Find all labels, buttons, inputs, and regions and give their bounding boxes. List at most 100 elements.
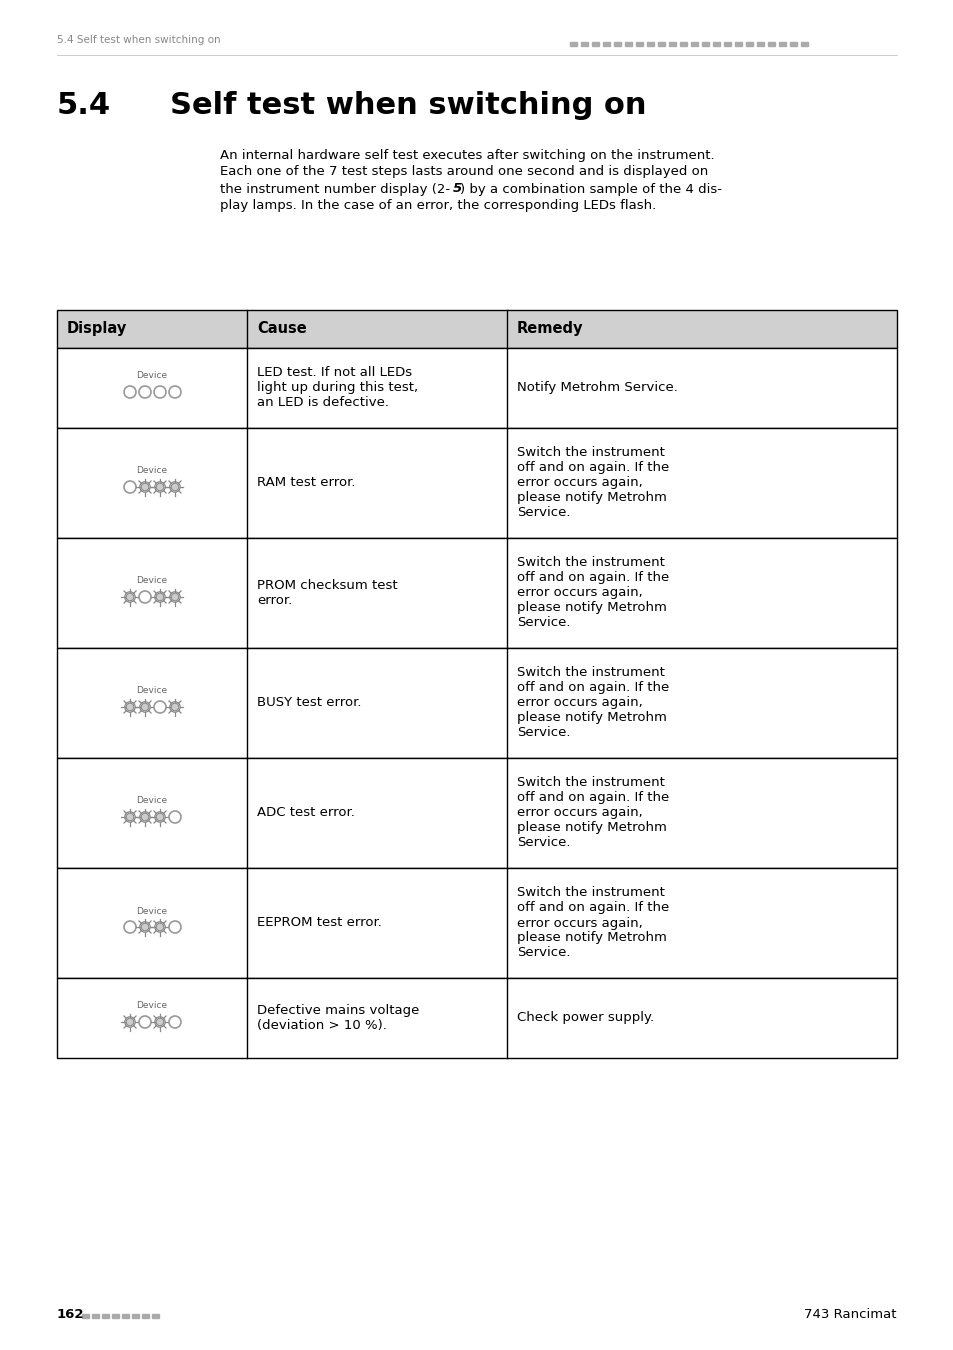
Circle shape (156, 593, 164, 601)
Text: LED test. If not all LEDs: LED test. If not all LEDs (256, 366, 412, 379)
Circle shape (171, 593, 178, 601)
Text: ) by a combination sample of the 4 dis-: ) by a combination sample of the 4 dis- (459, 182, 721, 196)
Bar (636, 42, 642, 46)
Bar (624, 42, 631, 46)
Bar (646, 42, 654, 46)
Bar (690, 42, 698, 46)
Text: Switch the instrument: Switch the instrument (517, 776, 664, 790)
Bar (57, 757, 896, 868)
Text: 5.4 Self test when switching on: 5.4 Self test when switching on (57, 35, 220, 45)
Circle shape (141, 923, 149, 930)
Bar (801, 42, 807, 46)
Text: RAM test error.: RAM test error. (256, 477, 355, 490)
Text: 5.4: 5.4 (57, 90, 111, 120)
Bar (614, 42, 620, 46)
Text: 5: 5 (453, 182, 462, 196)
Bar (57, 648, 896, 757)
Bar (102, 1314, 109, 1318)
Text: Display: Display (67, 321, 127, 336)
Text: Defective mains voltage: Defective mains voltage (256, 1004, 419, 1017)
Bar (789, 42, 796, 46)
Bar (57, 428, 896, 539)
Text: PROM checksum test: PROM checksum test (256, 579, 397, 593)
Circle shape (141, 813, 149, 821)
Bar (668, 42, 676, 46)
Text: Device: Device (136, 371, 168, 381)
Circle shape (171, 703, 178, 711)
Bar (82, 1314, 89, 1318)
Bar (712, 42, 720, 46)
Text: off and on again. If the: off and on again. If the (517, 682, 669, 694)
Bar (122, 1314, 129, 1318)
Text: off and on again. If the: off and on again. If the (517, 462, 669, 474)
Bar (745, 42, 752, 46)
Text: Device: Device (136, 467, 168, 475)
Bar (57, 539, 896, 648)
Circle shape (126, 703, 133, 711)
Text: light up during this test,: light up during this test, (256, 382, 417, 394)
Bar (658, 42, 664, 46)
Text: Service.: Service. (517, 617, 570, 629)
Circle shape (141, 703, 149, 711)
Text: error occurs again,: error occurs again, (517, 477, 642, 490)
Text: Notify Metrohm Service.: Notify Metrohm Service. (517, 382, 678, 394)
Text: Switch the instrument: Switch the instrument (517, 887, 664, 899)
Bar (723, 42, 730, 46)
Bar (592, 42, 598, 46)
Text: 162: 162 (57, 1308, 85, 1322)
Text: Remedy: Remedy (517, 321, 583, 336)
Text: Switch the instrument: Switch the instrument (517, 447, 664, 459)
Text: off and on again. If the: off and on again. If the (517, 571, 669, 585)
Text: Self test when switching on: Self test when switching on (170, 90, 646, 120)
Circle shape (141, 483, 149, 491)
Text: EEPROM test error.: EEPROM test error. (256, 917, 381, 930)
Circle shape (156, 923, 164, 930)
Text: Device: Device (136, 796, 168, 806)
Text: BUSY test error.: BUSY test error. (256, 697, 361, 710)
Bar (757, 42, 763, 46)
Text: off and on again. If the: off and on again. If the (517, 902, 669, 914)
Text: Service.: Service. (517, 506, 570, 520)
Text: 743 Rancimat: 743 Rancimat (803, 1308, 896, 1322)
Bar (142, 1314, 149, 1318)
Bar (569, 42, 577, 46)
Bar (57, 868, 896, 977)
Text: Device: Device (136, 687, 168, 695)
Bar (767, 42, 774, 46)
Text: please notify Metrohm: please notify Metrohm (517, 711, 666, 725)
Circle shape (126, 593, 133, 601)
Text: An internal hardware self test executes after switching on the instrument.: An internal hardware self test executes … (220, 148, 714, 162)
Text: ADC test error.: ADC test error. (256, 806, 355, 819)
Bar (580, 42, 587, 46)
Bar (112, 1314, 119, 1318)
Text: please notify Metrohm: please notify Metrohm (517, 491, 666, 505)
Circle shape (156, 483, 164, 491)
Bar (57, 977, 896, 1058)
Bar (132, 1314, 139, 1318)
Circle shape (171, 483, 178, 491)
Text: please notify Metrohm: please notify Metrohm (517, 602, 666, 614)
Text: please notify Metrohm: please notify Metrohm (517, 931, 666, 945)
Circle shape (126, 813, 133, 821)
Text: error occurs again,: error occurs again, (517, 806, 642, 819)
Text: off and on again. If the: off and on again. If the (517, 791, 669, 805)
Text: error occurs again,: error occurs again, (517, 917, 642, 930)
Text: Device: Device (136, 1002, 168, 1011)
Text: Cause: Cause (256, 321, 307, 336)
Circle shape (156, 813, 164, 821)
Text: error occurs again,: error occurs again, (517, 586, 642, 599)
Text: please notify Metrohm: please notify Metrohm (517, 822, 666, 834)
Text: error.: error. (256, 594, 292, 608)
Bar (57, 348, 896, 428)
Text: error occurs again,: error occurs again, (517, 697, 642, 710)
Text: Service.: Service. (517, 726, 570, 740)
Text: an LED is defective.: an LED is defective. (256, 397, 389, 409)
Bar (602, 42, 609, 46)
Bar (779, 42, 785, 46)
Text: Check power supply.: Check power supply. (517, 1011, 654, 1025)
Text: the instrument number display (2-: the instrument number display (2- (220, 182, 450, 196)
Circle shape (126, 1018, 133, 1026)
Bar (734, 42, 741, 46)
Text: Device: Device (136, 576, 168, 586)
Circle shape (156, 1018, 164, 1026)
